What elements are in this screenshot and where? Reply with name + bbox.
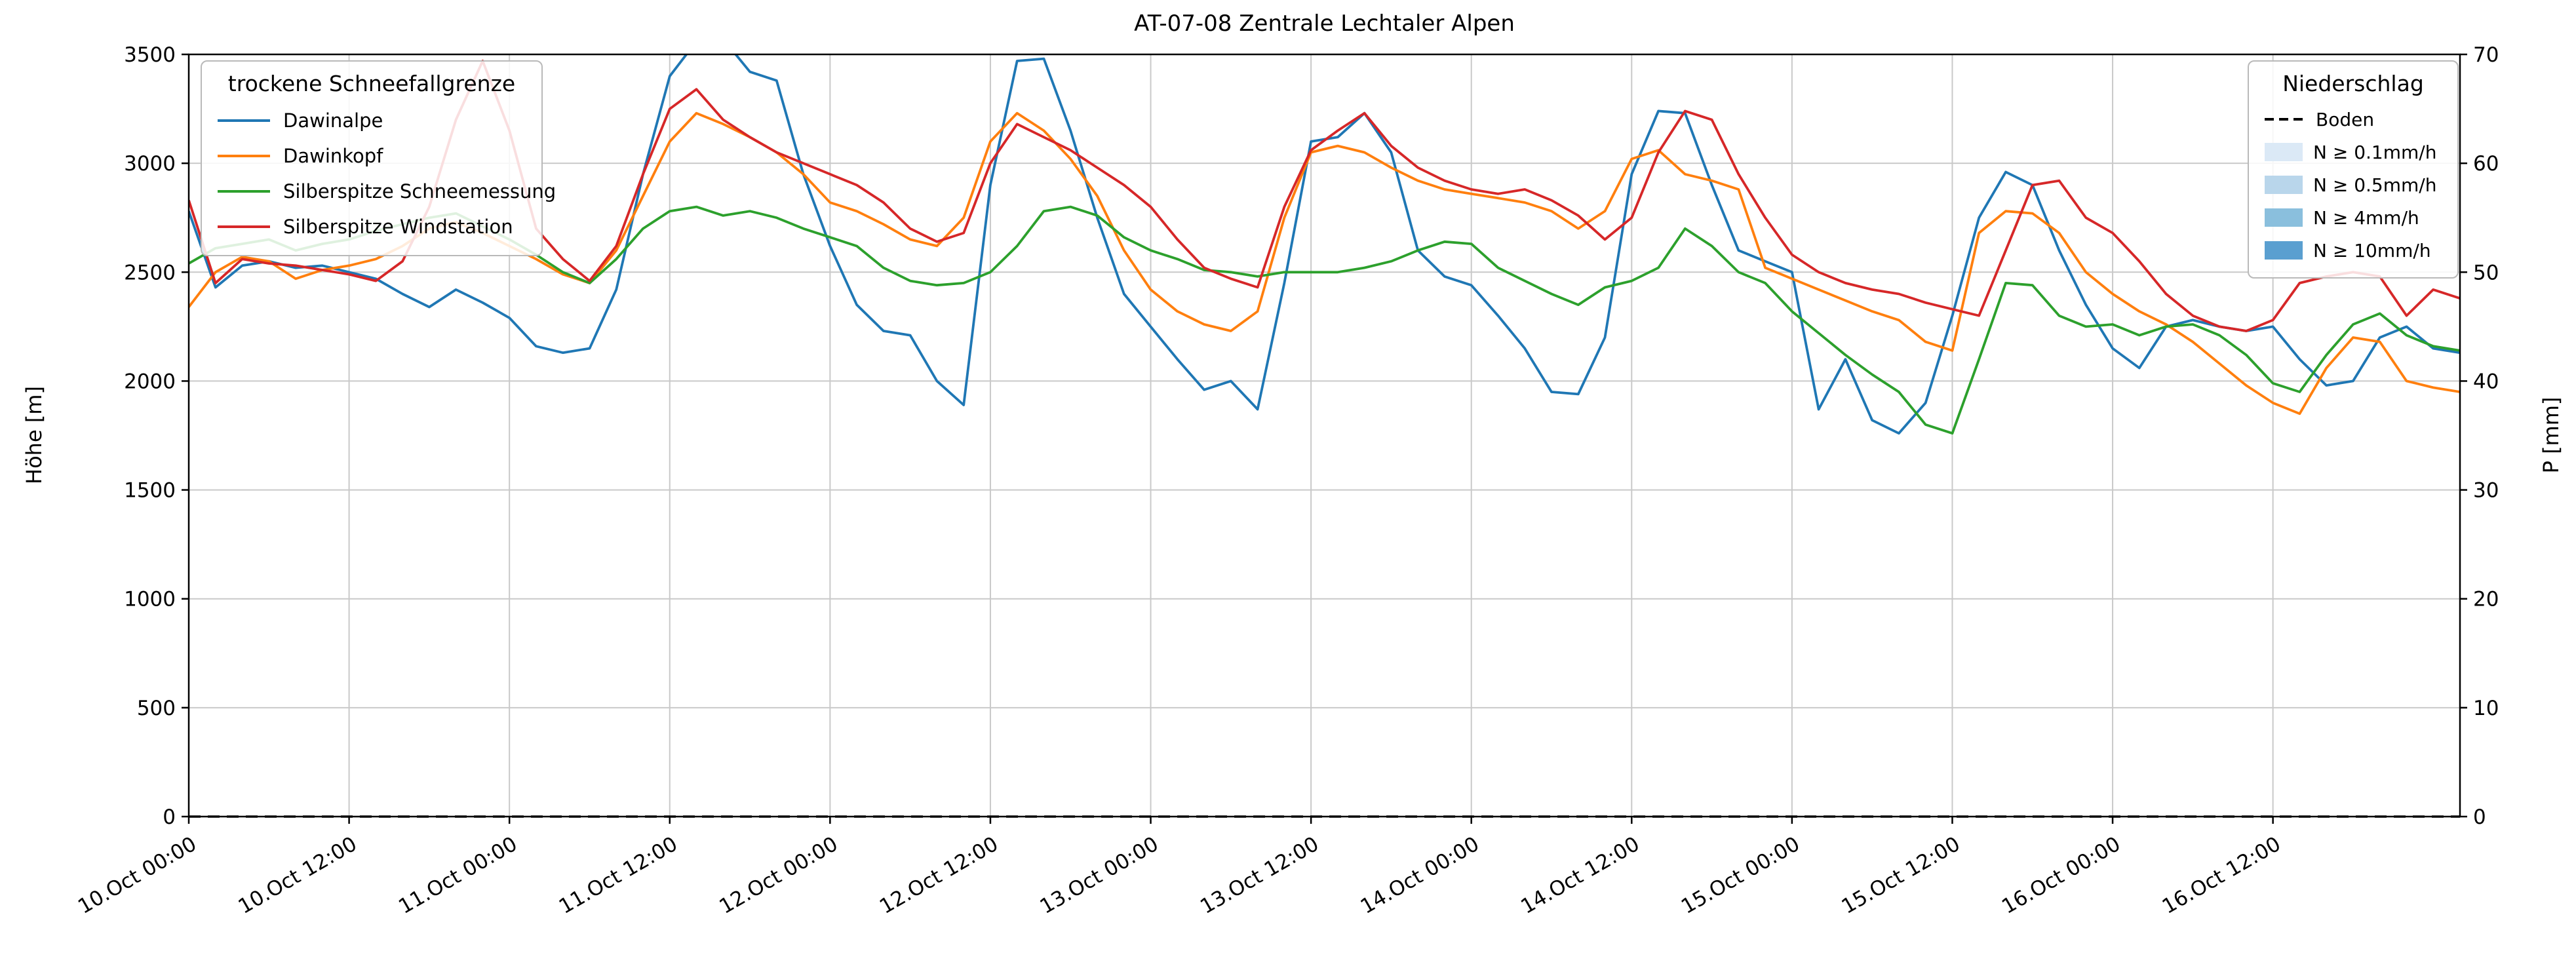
svg-text:20: 20 [2473, 588, 2499, 611]
boden-dashed-line-swatch [2265, 118, 2305, 121]
legend-entry-dawinkopf: Dawinkopf [218, 138, 526, 174]
legend-schneefallgrenze: trockene Schneefallgrenze Dawinalpe Dawi… [201, 60, 556, 256]
svg-text:16.Oct 12:00: 16.Oct 12:00 [2158, 832, 2285, 919]
legend-entry-dawinalpe: Dawinalpe [218, 103, 526, 138]
svg-text:0: 0 [163, 805, 176, 829]
legend-label: N ≥ 4mm/h [2313, 206, 2419, 229]
precip-10-swatch [2265, 241, 2303, 260]
legend-niederschlag-title: Niederschlag [2282, 71, 2424, 96]
svg-text:14.Oct 12:00: 14.Oct 12:00 [1517, 832, 1643, 919]
svg-text:16.Oct 00:00: 16.Oct 00:00 [1998, 832, 2124, 919]
legend-entry-precip-01: N ≥ 0.1mm/h [2265, 136, 2442, 168]
svg-text:1000: 1000 [124, 588, 176, 611]
legend-label: Boden [2316, 108, 2375, 130]
dawinalpe-line-swatch [218, 119, 270, 122]
svg-text:500: 500 [137, 697, 176, 720]
svg-text:15.Oct 00:00: 15.Oct 00:00 [1677, 832, 1804, 919]
svg-text:3000: 3000 [124, 152, 176, 176]
svg-text:12.Oct 12:00: 12.Oct 12:00 [876, 832, 1002, 919]
legend-label: N ≥ 10mm/h [2313, 239, 2431, 261]
svg-text:12.Oct 00:00: 12.Oct 00:00 [715, 832, 842, 919]
legend-entry-precip-05: N ≥ 0.5mm/h [2265, 168, 2442, 201]
precip-01-swatch [2265, 143, 2303, 161]
legend-niederschlag: Niederschlag Boden N ≥ 0.1mm/h N ≥ 0.5mm… [2248, 60, 2459, 279]
silberspitze-schneemessung-line-swatch [218, 190, 270, 193]
svg-text:3500: 3500 [124, 43, 176, 67]
svg-text:11.Oct 12:00: 11.Oct 12:00 [555, 832, 682, 919]
svg-text:70: 70 [2473, 43, 2499, 67]
svg-text:11.Oct 00:00: 11.Oct 00:00 [395, 832, 521, 919]
legend-schneefallgrenze-title: trockene Schneefallgrenze [227, 71, 516, 96]
svg-text:10.Oct 12:00: 10.Oct 12:00 [235, 832, 361, 919]
legend-entry-precip-10: N ≥ 10mm/h [2265, 234, 2442, 267]
svg-text:13.Oct 12:00: 13.Oct 12:00 [1196, 832, 1323, 919]
precip-05-swatch [2265, 176, 2303, 194]
svg-text:60: 60 [2473, 152, 2499, 176]
svg-text:40: 40 [2473, 370, 2499, 393]
svg-text:2500: 2500 [124, 261, 176, 284]
legend-label: N ≥ 0.5mm/h [2313, 174, 2437, 196]
legend-label: Silberspitze Windstation [283, 216, 513, 238]
legend-label: Dawinalpe [283, 109, 383, 132]
svg-text:10: 10 [2473, 697, 2499, 720]
silberspitze-windstation-line-swatch [218, 225, 270, 228]
y-axis-label-right: P [mm] [2539, 396, 2564, 474]
dawinkopf-line-swatch [218, 155, 270, 157]
svg-text:2000: 2000 [124, 370, 176, 393]
y-axis-label-left: Höhe [m] [22, 386, 47, 484]
legend-label: Dawinkopf [283, 145, 383, 167]
legend-entry-boden: Boden [2265, 103, 2442, 136]
svg-text:13.Oct 00:00: 13.Oct 00:00 [1036, 832, 1163, 919]
svg-text:14.Oct 00:00: 14.Oct 00:00 [1357, 832, 1483, 919]
chart-title: AT-07-08 Zentrale Lechtaler Alpen [1134, 10, 1515, 37]
legend-label: Silberspitze Schneemessung [283, 180, 556, 203]
legend-entry-silberspitze-windstation: Silberspitze Windstation [218, 209, 526, 244]
svg-text:1500: 1500 [124, 479, 176, 503]
legend-entry-silberspitze-schneemessung: Silberspitze Schneemessung [218, 174, 556, 209]
legend-entry-precip-4: N ≥ 4mm/h [2265, 201, 2442, 234]
svg-text:10.Oct 00:00: 10.Oct 00:00 [74, 832, 201, 919]
svg-text:0: 0 [2473, 805, 2486, 829]
svg-text:30: 30 [2473, 479, 2499, 503]
legend-label: N ≥ 0.1mm/h [2313, 141, 2437, 163]
svg-text:50: 50 [2473, 261, 2499, 284]
svg-text:15.Oct 12:00: 15.Oct 12:00 [1837, 832, 1964, 919]
precip-4-swatch [2265, 208, 2303, 227]
